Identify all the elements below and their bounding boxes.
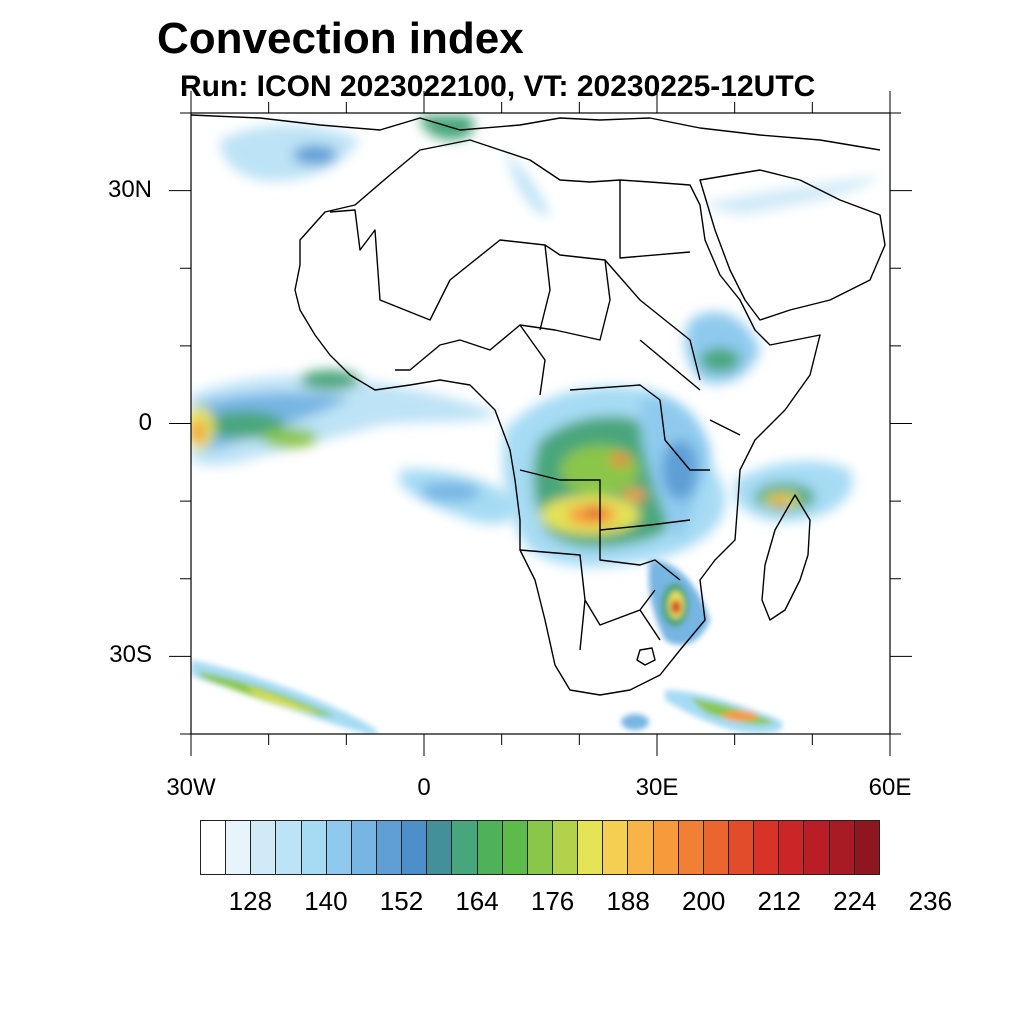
colorbar-cell [804, 820, 830, 875]
coastlines-and-borders [191, 114, 886, 696]
gulf-guinea-streak [400, 469, 520, 524]
colorbar-label: 128 [228, 886, 273, 916]
colorbar-cell [703, 820, 729, 875]
axis-ticks [169, 91, 912, 756]
colorbar-cell [251, 820, 277, 875]
colorbar-label: 224 [833, 886, 877, 916]
colorbar-cell [351, 820, 377, 875]
x-tick-label: 60E [868, 774, 912, 801]
convection-field [191, 115, 880, 734]
x-tick-label: 30E [635, 774, 679, 801]
colorbar-cell [427, 820, 453, 875]
x-tick-label: 30W [166, 774, 216, 801]
colorbar-label: 212 [757, 886, 801, 916]
lesotho-border [636, 647, 656, 666]
madagascar-coastline [761, 494, 811, 621]
atlantic-itcz-band [191, 370, 500, 466]
colorbar-cell [653, 820, 679, 875]
colorbar-label: 236 [908, 886, 953, 916]
colorbar-cell [527, 820, 553, 875]
colorbar-cell [628, 820, 654, 875]
arabia-coastline [699, 169, 886, 321]
colorbar-label: 140 [304, 886, 348, 916]
y-tick-label: 30S [109, 641, 152, 669]
colorbar-cell [754, 820, 780, 875]
colorbar-cell [200, 820, 227, 875]
colorbar [200, 820, 880, 875]
south-indian-front [621, 690, 783, 734]
africa-coastline [294, 139, 821, 696]
colorbar-cell [552, 820, 579, 875]
colorbar-label: 200 [682, 886, 726, 916]
colorbar-cell [276, 820, 302, 875]
colorbar-cell [326, 820, 352, 875]
east-africa-convection [640, 311, 760, 540]
europe-coastline [191, 114, 881, 151]
colorbar-label: 188 [606, 886, 650, 916]
madagascar-north-convection [735, 461, 853, 522]
colorbar-cell [452, 820, 478, 875]
colorbar-cell [779, 820, 805, 875]
colorbar-cell [226, 820, 252, 875]
colorbar-cell [829, 820, 855, 875]
colorbar-cell [728, 820, 755, 875]
national-borders [329, 180, 741, 651]
chart-title: Convection index [157, 14, 524, 63]
north-africa-cloud [220, 115, 880, 216]
x-tick-label: 0 [417, 774, 431, 801]
colorbar-cell [854, 820, 880, 875]
y-tick-label: 30N [107, 175, 152, 203]
colorbar-cell [502, 820, 528, 875]
colorbar-cell [578, 820, 604, 875]
colorbar-label: 164 [455, 886, 499, 916]
colorbar-cell [402, 820, 428, 875]
colorbar-label: 152 [379, 886, 424, 916]
colorbar-cell [477, 820, 503, 875]
colorbar-cell [603, 820, 629, 875]
y-tick-label: 0 [138, 408, 152, 436]
colorbar-label: 176 [530, 886, 575, 916]
south-atlantic-front [191, 660, 378, 734]
mozambique-channel-convection [648, 560, 710, 645]
colorbar-cell [678, 820, 704, 875]
chart-subtitle: Run: ICON 2023022100, VT: 20230225-12UTC [180, 70, 816, 103]
colorbar-cell [376, 820, 403, 875]
colorbar-cell [301, 820, 327, 875]
